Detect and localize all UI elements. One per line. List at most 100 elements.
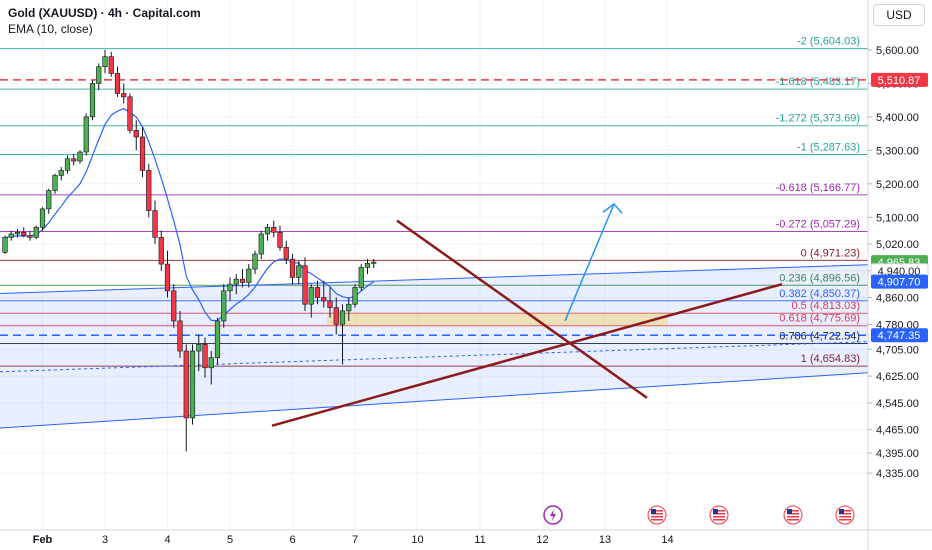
candle-body	[96, 66, 102, 84]
flag-icon-canton	[787, 509, 792, 514]
candle-body	[189, 350, 196, 419]
candle-body	[21, 232, 27, 236]
candle-body	[121, 93, 127, 98]
candle-body	[208, 357, 214, 369]
candle	[21, 227, 27, 238]
candle-body	[52, 175, 58, 191]
candle	[308, 284, 314, 318]
fib-label: 0.618 (4,775.69)	[779, 313, 860, 325]
flag-icon-canton	[651, 509, 656, 514]
flag-icon-stripe	[839, 510, 851, 512]
time-tick-label: 11	[474, 534, 485, 546]
candle-body	[114, 73, 121, 94]
candle	[83, 113, 89, 156]
candle-body	[2, 237, 8, 253]
candle-body	[289, 258, 296, 278]
candle-body	[321, 297, 327, 302]
candle-body	[314, 287, 321, 298]
candle	[239, 269, 246, 288]
candle-body	[352, 287, 358, 305]
price-tag-label: 4,907.70	[878, 277, 921, 289]
candle	[271, 220, 277, 238]
candle	[139, 126, 146, 178]
candle-body	[258, 233, 264, 255]
flag-icon-stripe	[651, 510, 663, 512]
flag-icon-stripe	[787, 510, 799, 512]
flag-icon-stripe	[787, 519, 799, 521]
candle	[108, 51, 114, 77]
candle-body	[196, 344, 202, 352]
candle	[146, 163, 152, 218]
flag-icon-ring	[835, 505, 855, 525]
fib-label: -0.618 (5,166.77)	[776, 182, 860, 194]
candle-body	[58, 170, 64, 176]
candle	[352, 284, 358, 308]
fib-label: 0.5 (4,813.03)	[792, 300, 861, 312]
candle-body	[8, 233, 14, 238]
candle-body	[171, 290, 177, 322]
candle	[321, 280, 327, 308]
candle	[339, 304, 346, 365]
candle-body	[333, 307, 339, 325]
candle	[202, 337, 208, 378]
candle-body	[346, 303, 352, 312]
candle	[27, 230, 33, 241]
ema-line	[4, 107, 375, 322]
fib-label: -1 (5,287.63)	[797, 141, 860, 153]
flag-icon-canton	[839, 509, 844, 514]
candle	[102, 50, 108, 74]
price-tick-label: 4,465.00	[876, 425, 919, 437]
candle	[77, 150, 83, 164]
flag-icon-stripe	[787, 516, 799, 518]
candle	[164, 250, 171, 298]
flag-icon-stripe	[839, 516, 851, 518]
candle-body	[327, 300, 333, 308]
candle-body	[358, 267, 364, 288]
candle-body	[158, 237, 164, 265]
candle-body	[371, 261, 377, 264]
price-tick-label: 5,400.00	[876, 112, 919, 124]
flag-icon-stripe	[839, 513, 851, 515]
candle-body	[364, 263, 371, 268]
time-tick-label: 5	[227, 534, 233, 546]
candle	[127, 93, 133, 134]
price-tick-label: 5,200.00	[876, 179, 919, 191]
candle	[264, 223, 271, 241]
candle	[121, 83, 127, 104]
price-tick-label: 5,300.00	[876, 145, 919, 157]
candle-body	[296, 265, 302, 278]
candle-body	[302, 265, 308, 305]
candle	[64, 155, 71, 174]
candle-body	[164, 263, 171, 292]
candle-body	[89, 83, 96, 118]
price-tick-label: 4,860.00	[876, 293, 919, 305]
flag-icon-stripe	[713, 519, 725, 521]
lightning-icon-bolt	[550, 509, 556, 521]
price-tick-label: 4,705.00	[876, 344, 919, 356]
flag-icon-stripe	[713, 510, 725, 512]
fib-label: 0.382 (4,850.37)	[779, 288, 860, 300]
candle	[258, 230, 264, 260]
candle-body	[77, 151, 83, 162]
candle	[277, 225, 283, 251]
fib-label: 0.236 (4,896.56)	[779, 272, 860, 284]
candle	[296, 260, 302, 285]
price-tick-label: 5,020.00	[876, 239, 919, 251]
us-flag-icon	[783, 505, 803, 525]
time-tick-label: 14	[661, 534, 673, 546]
candle-body	[127, 96, 133, 131]
indicator-label: EMA (10, close)	[8, 22, 93, 36]
candle-body	[183, 350, 189, 419]
flag-icon-stripe	[713, 516, 725, 518]
candle-body	[202, 344, 208, 369]
candle-body	[264, 226, 271, 235]
currency-button[interactable]: USD	[873, 4, 925, 26]
candle	[302, 257, 308, 311]
candle-body	[239, 278, 246, 283]
channel-mid-line	[0, 341, 869, 373]
candle	[46, 188, 52, 214]
candle-body	[252, 253, 258, 270]
time-tick-label: Feb	[33, 534, 53, 546]
